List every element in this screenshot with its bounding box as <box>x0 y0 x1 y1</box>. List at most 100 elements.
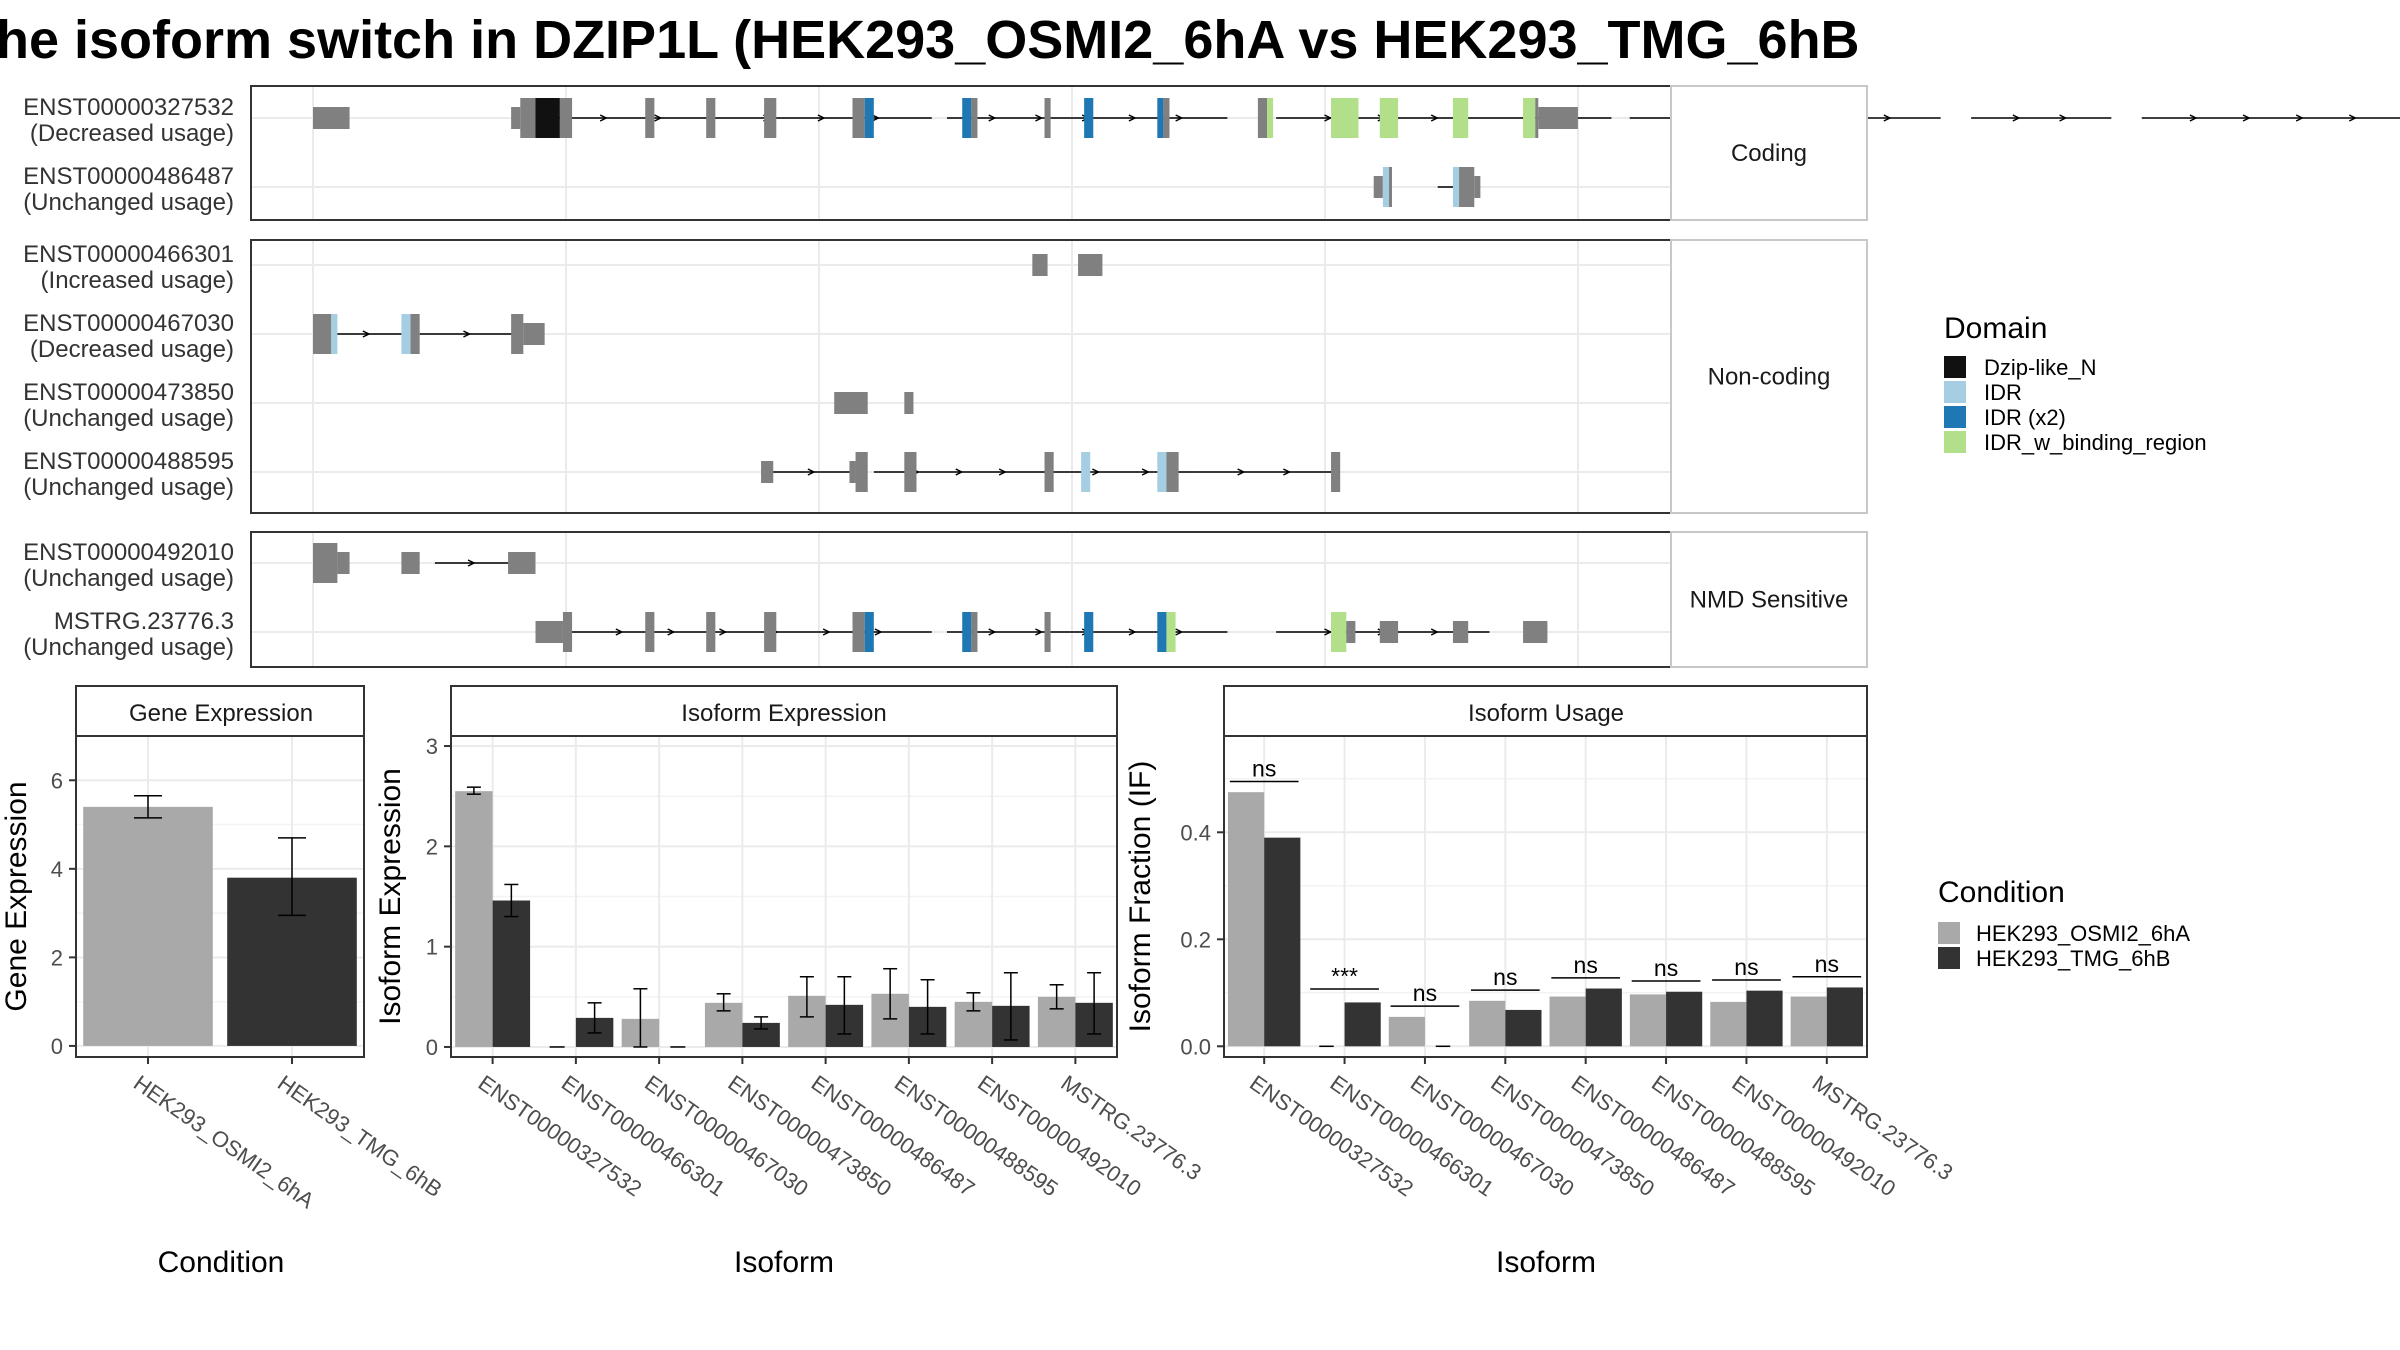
facet-strip-label: NMD Sensitive <box>1690 587 1849 614</box>
exon-block <box>852 612 865 652</box>
strand-arrow <box>1283 468 1292 476</box>
condition-legend-label: HEK293_OSMI2_6hA <box>1976 921 2190 946</box>
y-tick-label: 0.2 <box>1180 927 1211 952</box>
exon-block <box>520 98 536 138</box>
strand-arrow <box>998 468 1007 476</box>
transcript-usage-label: (Unchanged usage) <box>23 405 234 432</box>
exon-block <box>1523 621 1548 643</box>
exon-block <box>535 98 560 138</box>
exon-block <box>1452 98 1469 138</box>
strand-arrow <box>1035 628 1044 636</box>
transcript-usage-label: (Unchanged usage) <box>23 565 234 592</box>
exon-block <box>1044 452 1054 492</box>
strand-arrow <box>362 330 371 338</box>
condition-legend-swatch <box>1938 922 1960 944</box>
bar <box>1629 994 1667 1047</box>
chart-title: Isoform Usage <box>1468 700 1624 727</box>
exon-block <box>1032 254 1048 276</box>
strand-arrow <box>1175 114 1184 122</box>
exon-block <box>1084 98 1094 138</box>
strand-arrow <box>654 114 663 122</box>
domain-legend-swatch <box>1944 356 1966 378</box>
exon-block <box>1166 452 1179 492</box>
domain-legend-label: Dzip-like_N <box>1984 355 2096 380</box>
y-tick-label: 3 <box>426 734 438 759</box>
exon-block <box>508 552 536 574</box>
bar <box>83 806 213 1046</box>
exon-block <box>864 98 874 138</box>
strand-arrow <box>1237 468 1246 476</box>
y-tick-label: 2 <box>426 834 438 859</box>
exon-block <box>764 612 777 652</box>
strand-arrow <box>463 330 472 338</box>
y-tick-label: 2 <box>51 945 63 970</box>
strand-arrow <box>1092 468 1101 476</box>
exon-block <box>904 392 914 414</box>
x-axis-title: Isoform <box>1496 1246 1596 1279</box>
exon-block <box>1331 612 1347 652</box>
facet-strip <box>1670 85 1868 221</box>
exon-block <box>1452 621 1469 643</box>
chart-strip <box>1223 685 1868 737</box>
exon-block <box>645 612 655 652</box>
exon-block <box>401 314 411 354</box>
exon-block <box>761 461 774 483</box>
transcript-id-label: ENST00000467030 <box>23 310 234 337</box>
chart-title: Gene Expression <box>129 700 313 727</box>
exon-block <box>1267 98 1274 138</box>
chart-strip <box>450 685 1118 737</box>
strand-arrow <box>807 468 816 476</box>
figure-title: he isoform switch in DZIP1L (HEK293_OSMI… <box>0 10 1860 70</box>
exon-block <box>852 98 865 138</box>
transcript-MSTRG.23776.3: MSTRG.23776.3(Unchanged usage) <box>23 608 1548 661</box>
bar <box>1549 996 1586 1047</box>
strand-arrow <box>1141 468 1150 476</box>
domain-legend-title: Domain <box>1944 312 2047 345</box>
exon-block <box>864 612 874 652</box>
exon-block <box>849 461 856 483</box>
significance-label: ns <box>1252 755 1276 781</box>
strand-arrow <box>615 628 624 636</box>
transcript-id-label: ENST00000466301 <box>23 241 234 268</box>
exon-block <box>410 314 420 354</box>
strand-arrow <box>988 628 997 636</box>
strand-arrow <box>719 628 728 636</box>
exon-block <box>1157 612 1167 652</box>
significance-label: ns <box>1493 964 1517 990</box>
exon-block <box>1452 167 1460 207</box>
transcript-id-label: ENST00000473850 <box>23 379 234 406</box>
bar <box>1666 991 1703 1047</box>
transcript-usage-label: (Unchanged usage) <box>23 634 234 661</box>
transcript-id-label: ENST00000486487 <box>23 163 234 190</box>
transcript-id-label: ENST00000488595 <box>23 448 234 475</box>
exon-block <box>331 314 338 354</box>
exon-block <box>1535 98 1539 138</box>
transcript-usage-label: (Increased usage) <box>41 267 234 294</box>
y-axis-title: Gene Expression <box>0 781 33 1011</box>
exon-block <box>523 323 545 345</box>
strand-arrow <box>1035 114 1044 122</box>
bar <box>1585 988 1622 1047</box>
facet-strip <box>1670 531 1868 668</box>
facet-strip-label: Non-coding <box>1708 364 1831 391</box>
domain-legend-label: IDR <box>1984 380 2022 405</box>
strand-arrow <box>1883 114 1892 122</box>
condition-legend-label: HEK293_TMG_6hB <box>1976 946 2170 971</box>
transcript-usage-label: (Decreased usage) <box>30 120 234 147</box>
x-axis-title: Condition <box>158 1246 285 1279</box>
structure-group-0: ENST00000327532(Decreased usage)ENST0000… <box>23 85 2400 221</box>
strand-arrow <box>2295 114 2304 122</box>
strand-arrow <box>874 628 883 636</box>
exon-block <box>1044 98 1051 138</box>
bar <box>455 791 493 1047</box>
exon-block <box>559 98 573 138</box>
exon-block <box>764 98 777 138</box>
transcript-ENST00000492010: ENST00000492010(Unchanged usage) <box>23 539 536 592</box>
exon-block <box>1382 167 1389 207</box>
facet-strip <box>1670 239 1868 514</box>
structure-group-1: ENST00000466301(Increased usage) ENST0000… <box>23 239 1868 514</box>
significance-label: ns <box>1574 952 1598 978</box>
strand-arrow <box>1430 114 1439 122</box>
